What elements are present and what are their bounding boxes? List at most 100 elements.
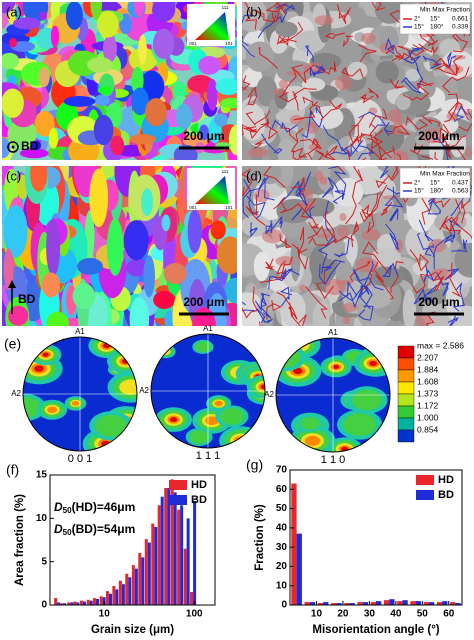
grain [87,56,113,73]
bar [376,601,382,605]
boundary [341,66,364,79]
bar [60,603,64,605]
grain [312,301,330,326]
bar [73,601,77,605]
boundary [311,137,323,150]
grain [332,178,364,207]
pf-contour [153,337,162,344]
legend-cell: 15° [414,23,424,31]
boundary [417,232,435,270]
boundary [259,292,272,319]
boundary [350,221,360,248]
bar [336,603,342,605]
patch [335,280,354,285]
colorbar-cell [397,393,415,407]
boundary [442,123,452,154]
x-tick-label: 10 [99,609,111,620]
pf-contour [151,334,171,350]
boundary [451,239,468,252]
boundary [278,90,298,103]
grain [8,305,29,326]
bar [349,603,355,605]
boundary [380,201,393,216]
y-tick-label: 70 [276,465,288,476]
colorbar-cell [397,345,415,359]
boundary [352,268,384,291]
bar [304,602,310,605]
legend-cell: 2° [414,15,421,23]
boundary [316,262,334,300]
pf-contour [351,389,383,411]
grain [106,218,124,276]
grain [89,168,109,228]
grain [19,148,49,159]
bar [115,589,119,605]
pole-figure [23,337,137,451]
grain [2,88,24,118]
grain [253,251,270,282]
pole-figure [151,334,265,448]
grain [242,103,266,141]
grain [161,214,171,232]
grain [242,292,261,309]
pf-contour [151,336,164,345]
boundary [280,198,317,214]
grain [12,17,41,30]
y-tick-label: 40 [276,522,288,533]
grain [2,2,16,14]
grain [375,60,400,84]
boundary [342,35,354,48]
boundary [317,239,335,274]
boundary [447,52,457,68]
bar [144,539,148,605]
bar [193,501,197,605]
pf-contour [276,355,284,364]
scale-bar-label: 200 μm [418,129,459,143]
bar [118,580,122,605]
boundary [280,64,304,98]
grain [138,34,147,65]
grain [228,124,237,156]
grain [46,219,61,277]
boundary [266,299,282,320]
pf-contour [300,416,320,430]
bar [177,509,181,605]
bar [82,601,86,605]
grain [143,255,156,298]
boundary [339,7,352,24]
direction-symbol [7,141,19,153]
boundary [328,166,347,200]
legend-cell: 180° [430,23,444,31]
ipf-label: 111 [222,5,229,10]
bar [154,527,158,605]
bar [344,603,350,605]
patch [305,121,319,134]
boundary [347,149,367,160]
boundary [418,219,434,242]
boundary [402,85,430,101]
ipf-label: 101 [225,205,233,210]
patch [465,146,472,158]
boundary [242,178,260,215]
boundary [363,260,374,295]
grain [77,258,103,275]
pf-contour [195,341,211,353]
pf-contour [23,397,41,418]
patch [393,119,404,136]
bar [173,492,177,605]
boundary [422,55,440,70]
y-tick-label: 10 [36,513,48,524]
bar [309,602,316,605]
boundary [384,186,404,208]
bar [186,518,190,605]
grain [198,56,221,75]
boundary [345,178,363,225]
boundary [301,203,319,229]
direction-label: BD [18,292,36,306]
grain [175,103,193,130]
grain [72,283,96,310]
boundary [321,177,341,199]
pf-contour [47,406,58,414]
boundary [369,123,392,159]
ipf-label: 111 [222,169,229,174]
